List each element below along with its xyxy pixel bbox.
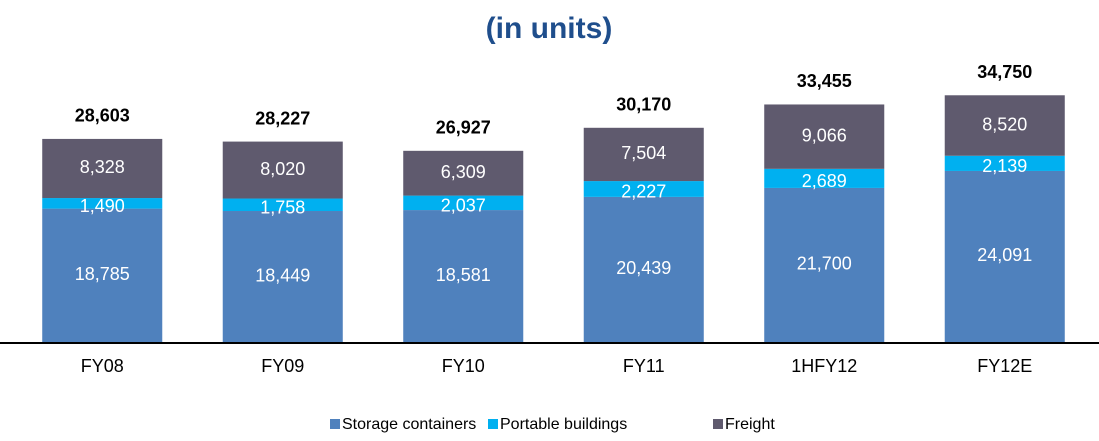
data-label: 2,689	[802, 171, 847, 191]
bar-segment	[583, 181, 704, 197]
data-label: 1,758	[260, 198, 305, 218]
bar-segment	[764, 168, 885, 188]
data-label: 2,139	[982, 156, 1027, 176]
legend-swatch	[488, 419, 498, 429]
bar-segment	[403, 195, 524, 211]
legend-label: Storage containers	[342, 416, 476, 433]
bar-segment	[222, 141, 343, 199]
x-tick-label: FY08	[81, 356, 124, 376]
data-label: 2,227	[621, 182, 666, 202]
data-label: 18,581	[436, 265, 491, 285]
total-label: 34,750	[977, 62, 1032, 82]
total-label: 26,927	[436, 118, 491, 138]
bar-segment	[764, 104, 885, 169]
bar-segment	[222, 211, 343, 342]
data-label: 21,700	[797, 254, 852, 274]
data-label: 9,066	[802, 125, 847, 145]
bar-segment	[944, 170, 1065, 342]
data-label: 24,091	[977, 245, 1032, 265]
bar-segment	[764, 187, 885, 342]
bar-segment	[944, 95, 1065, 156]
data-label: 20,439	[616, 258, 671, 278]
legend-label: Portable buildings	[500, 416, 627, 433]
x-tick-label: 1HFY12	[791, 356, 857, 376]
data-label: 8,020	[260, 159, 305, 179]
data-label: 8,520	[982, 114, 1027, 134]
total-label: 28,227	[255, 108, 310, 128]
bar-segment	[583, 127, 704, 182]
x-tick-label: FY09	[261, 356, 304, 376]
legend-swatch	[330, 419, 340, 429]
data-label: 2,037	[441, 196, 486, 216]
x-tick-label: FY12E	[977, 356, 1032, 376]
bar-segment	[222, 198, 343, 212]
bar-segment	[403, 210, 524, 342]
bar-segment	[42, 138, 163, 199]
x-tick-label: FY11	[623, 356, 665, 376]
bar-segment	[42, 208, 163, 342]
data-label: 18,449	[255, 265, 310, 285]
data-label: 7,504	[621, 143, 666, 163]
data-label: 1,490	[80, 196, 125, 216]
data-label: 8,328	[80, 157, 125, 177]
bar-segment	[944, 155, 1065, 171]
chart-title: (in units)	[486, 12, 613, 45]
bar-segment	[403, 150, 524, 196]
legend-label: Freight	[725, 416, 775, 433]
total-label: 28,603	[75, 106, 130, 126]
bar-segment	[42, 198, 163, 209]
bar-segment	[583, 196, 704, 342]
data-label: 6,309	[441, 162, 486, 182]
total-label: 33,455	[797, 71, 852, 91]
total-label: 30,170	[616, 95, 671, 115]
legend-swatch	[713, 419, 723, 429]
x-tick-label: FY10	[442, 356, 485, 376]
data-label: 18,785	[75, 264, 130, 284]
